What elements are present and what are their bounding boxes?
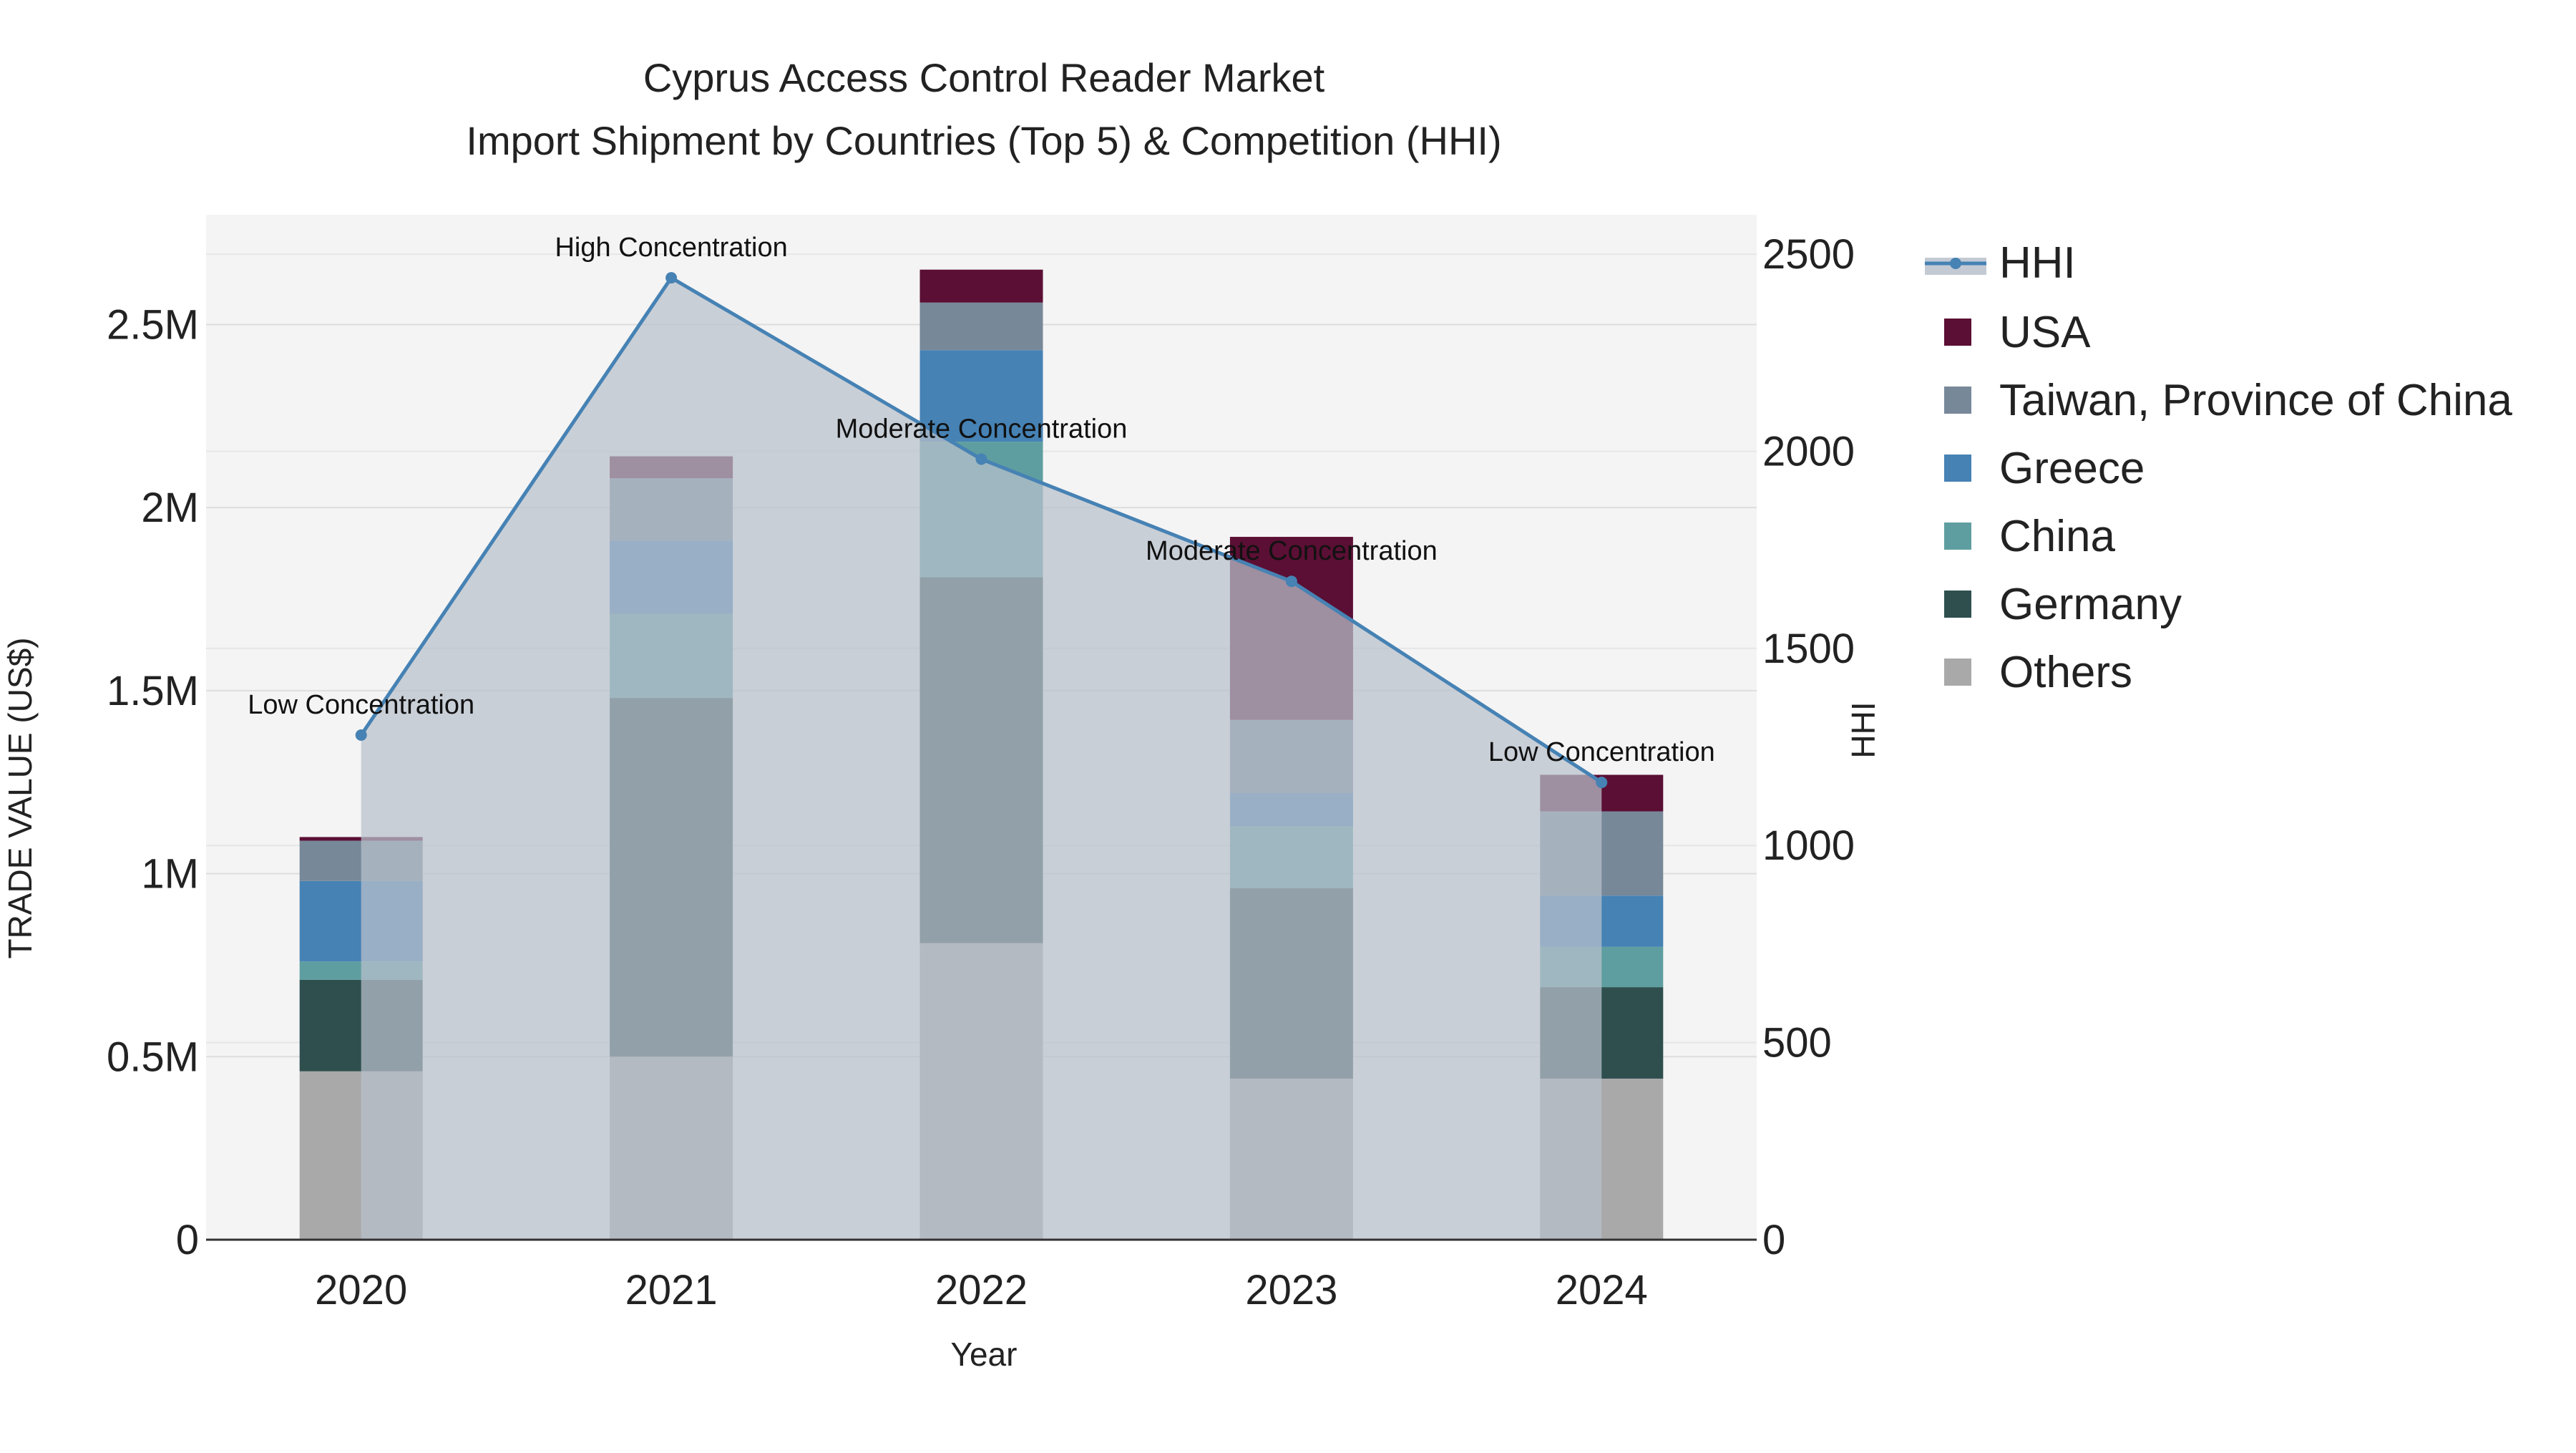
x-tick-label-2022: 2022 — [935, 1267, 1028, 1313]
y-tick-label-1: 0.5M — [107, 1034, 199, 1080]
bar-greece-2022 — [919, 350, 1043, 442]
legend-label-hhi: HHI — [1999, 238, 2076, 288]
legend-label-taiwan-province-of-china: Taiwan, Province of China — [1999, 376, 2512, 425]
y2-axis-label: HHI — [1845, 701, 1882, 758]
y-tick-label-3: 1.5M — [107, 668, 199, 714]
chart-title: Cyprus Access Control Reader Market — [643, 55, 1325, 100]
y2-tick-label-5: 2500 — [1762, 231, 1855, 278]
legend-swatch-taiwan-province-of-china — [1944, 387, 1971, 414]
y-axis-label: TRADE VALUE (US$) — [1, 637, 39, 958]
hhi-annotation-2020: Low Concentration — [248, 690, 474, 720]
y2-tick-label-1: 500 — [1762, 1020, 1832, 1066]
legend-swatch-greece — [1944, 455, 1971, 482]
hhi-point-2020 — [355, 729, 367, 742]
legend-label-greece: Greece — [1999, 444, 2145, 493]
legend-label-china: China — [1999, 512, 2116, 561]
legend-label-germany: Germany — [1999, 580, 2182, 629]
x-tick-label-2021: 2021 — [625, 1267, 718, 1313]
y-tick-label-0: 0 — [176, 1217, 199, 1263]
y2-tick-label-0: 0 — [1762, 1217, 1785, 1263]
hhi-area — [361, 278, 1602, 1240]
x-axis-label: Year — [951, 1336, 1018, 1373]
hhi-annotation-2021: High Concentration — [555, 233, 787, 263]
legend-swatch-china — [1944, 523, 1971, 550]
y-tick-label-5: 2.5M — [107, 301, 199, 348]
hhi-annotation-2023: Moderate Concentration — [1146, 536, 1438, 566]
hhi-point-2024 — [1596, 777, 1608, 789]
bar-usa-2022 — [919, 269, 1043, 303]
bar-taiwan-province-of-china-2022 — [919, 302, 1043, 351]
x-tick-label-2024: 2024 — [1556, 1267, 1648, 1313]
hhi-annotation-2022: Moderate Concentration — [836, 414, 1128, 444]
legend-label-usa: USA — [1999, 308, 2091, 357]
y2-tick-label-2: 1000 — [1762, 822, 1855, 869]
y2-tick-label-4: 2000 — [1762, 428, 1855, 475]
legend-swatch-usa — [1944, 319, 1971, 346]
y-tick-label-4: 2M — [141, 485, 199, 531]
legend-swatch-others — [1944, 659, 1971, 686]
y-tick-label-2: 1M — [141, 851, 199, 898]
chart-subtitle: Import Shipment by Countries (Top 5) & C… — [466, 118, 1501, 163]
y2-tick-label-3: 1500 — [1762, 626, 1855, 672]
x-tick-label-2023: 2023 — [1245, 1267, 1337, 1313]
legend-swatch-germany — [1944, 591, 1971, 618]
hhi-point-2021 — [665, 272, 678, 284]
hhi-point-2022 — [975, 453, 987, 465]
x-tick-label-2020: 2020 — [315, 1267, 407, 1313]
hhi-point-2023 — [1285, 575, 1297, 588]
hhi-annotation-2024: Low Concentration — [1488, 737, 1715, 767]
legend-swatch-hhi-marker — [1950, 258, 1961, 269]
legend-label-others: Others — [1999, 648, 2132, 697]
